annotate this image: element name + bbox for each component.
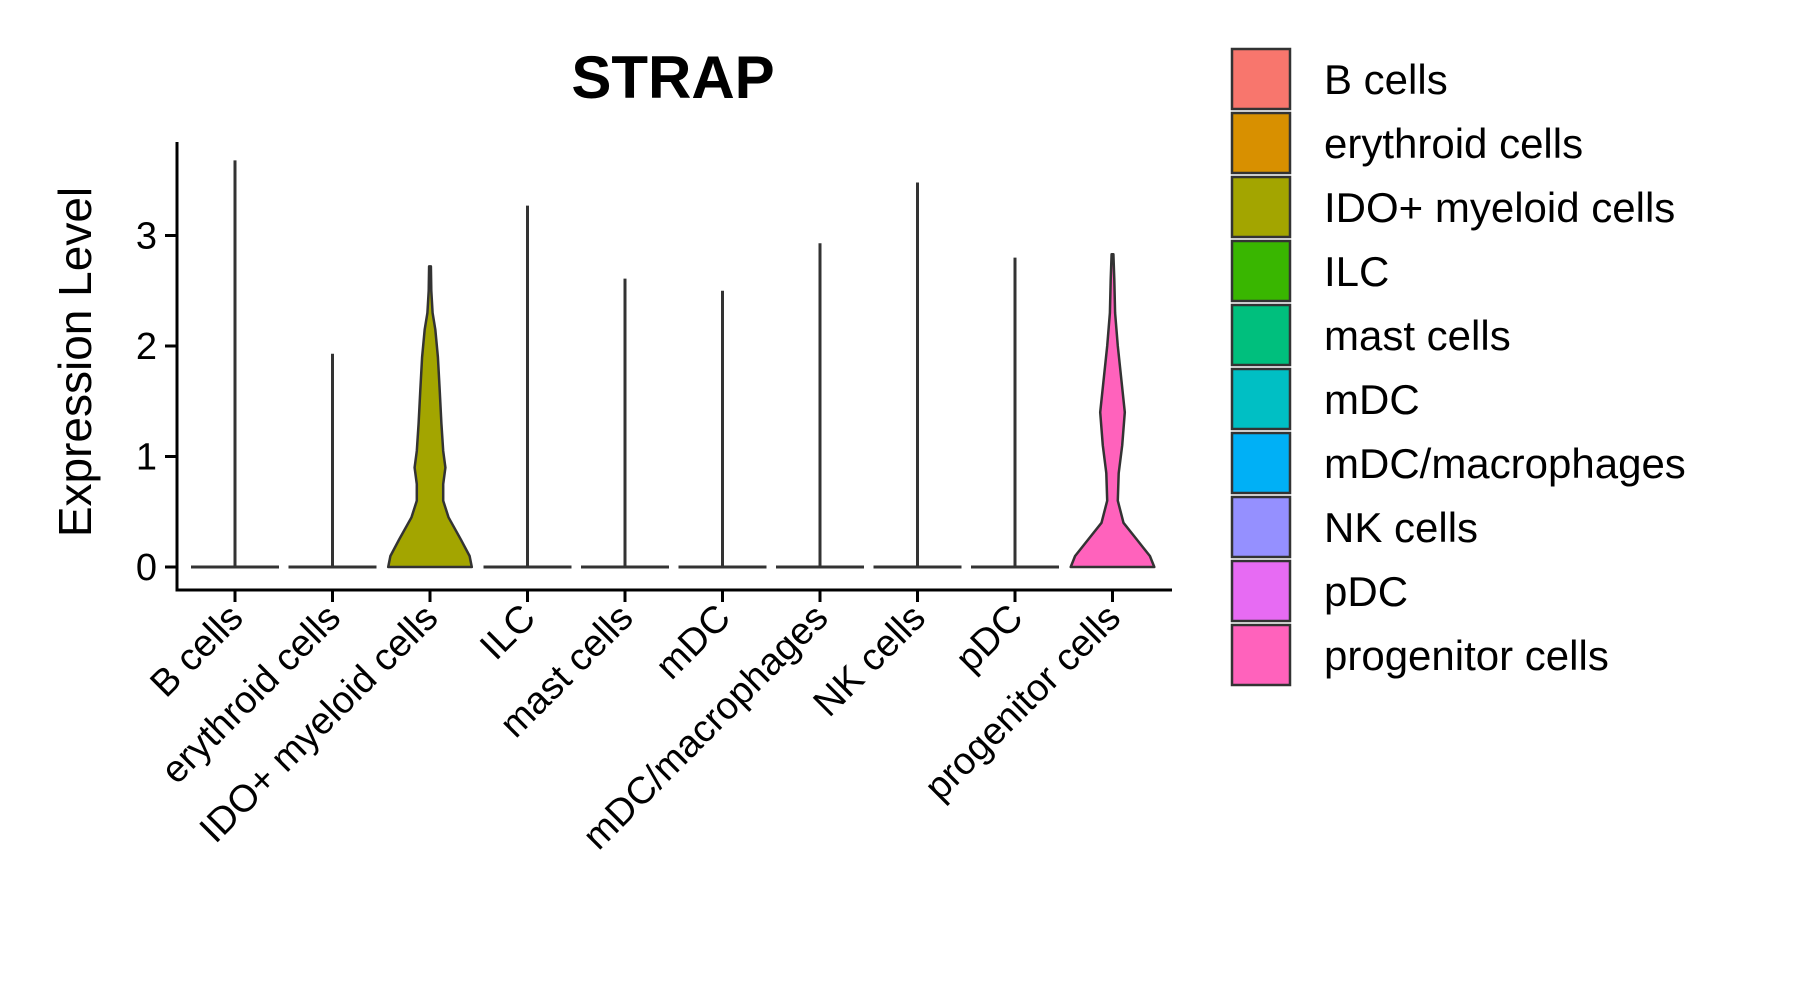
legend-swatch [1230, 239, 1292, 303]
legend-swatch [1230, 47, 1292, 111]
legend-swatch [1230, 623, 1292, 687]
legend-swatch [1230, 431, 1292, 495]
violin-erythroid-cells [288, 353, 377, 569]
violin-body [386, 265, 474, 569]
legend-swatch [1230, 495, 1292, 559]
legend-label: IDO+ myeloid cells [1324, 184, 1675, 231]
legend-item: NK cells [1230, 495, 1478, 559]
legend-item: pDC [1230, 559, 1408, 623]
y-tick-label: 1 [136, 437, 157, 479]
legend-label: mDC [1324, 376, 1420, 423]
violin-nk-cells [873, 182, 962, 569]
legend-item: IDO+ myeloid cells [1230, 175, 1675, 239]
legend-swatch [1230, 303, 1292, 367]
violin-ido-myeloid-cells [386, 265, 474, 569]
chart-title: STRAP [571, 44, 774, 111]
legend-item: B cells [1230, 47, 1448, 111]
legend-label: B cells [1324, 56, 1448, 103]
legend-label: NK cells [1324, 504, 1478, 551]
legend: B cells erythroid cells IDO+ myeloid cells… [1230, 47, 1686, 687]
legend-item: mast cells [1230, 303, 1511, 367]
violin-mdc-macrophages [776, 243, 864, 569]
legend-swatch [1230, 367, 1292, 431]
y-axis-label: Expression Level [49, 187, 101, 537]
violin-mdc [678, 290, 767, 569]
legend-label: mast cells [1324, 312, 1511, 359]
legend-swatch [1230, 559, 1292, 623]
legend-swatch [1230, 175, 1292, 239]
legend-item: mDC [1230, 367, 1420, 431]
x-tick-label: mDC [648, 597, 739, 688]
legend-label: pDC [1324, 568, 1408, 615]
legend-item: ILC [1230, 239, 1389, 303]
legend-label: erythroid cells [1324, 120, 1583, 167]
y-tick-label: 3 [136, 216, 157, 258]
violin-mast-cells [581, 278, 669, 569]
violin-pdc [971, 257, 1059, 569]
legend-item: mDC/macrophages [1230, 431, 1686, 495]
violin-body [1069, 253, 1156, 569]
violin-progenitor-cells [1069, 253, 1156, 569]
y-tick-label: 2 [136, 326, 157, 368]
legend-label: ILC [1324, 248, 1389, 295]
legend-label: progenitor cells [1324, 632, 1609, 679]
x-tick-label: pDC [948, 597, 1031, 680]
legend-label: mDC/macrophages [1324, 440, 1686, 487]
x-tick-label: ILC [472, 597, 544, 669]
legend-item: progenitor cells [1230, 623, 1609, 687]
violin-ilc [483, 205, 572, 569]
y-tick-label: 0 [136, 547, 157, 589]
violin-b-cells [191, 160, 279, 569]
legend-swatch [1230, 111, 1292, 175]
legend-item: erythroid cells [1230, 111, 1583, 175]
